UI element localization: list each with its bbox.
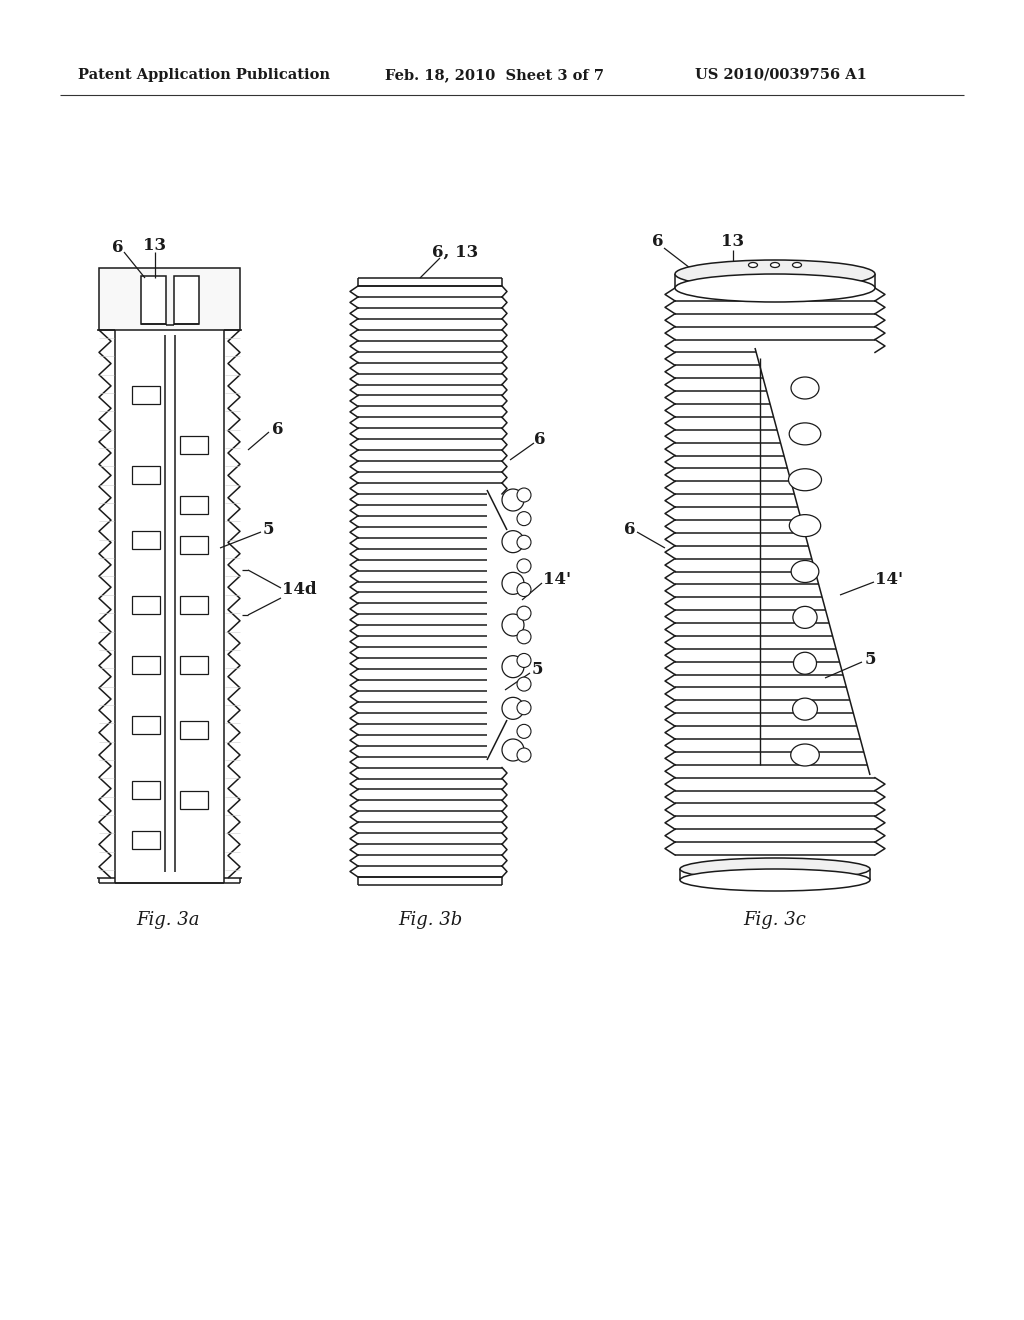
Ellipse shape xyxy=(791,744,819,766)
Text: Fig. 3c: Fig. 3c xyxy=(743,911,807,929)
Ellipse shape xyxy=(794,652,816,675)
Bar xyxy=(131,832,160,849)
Text: 6, 13: 6, 13 xyxy=(432,243,478,260)
Circle shape xyxy=(502,656,524,677)
Bar xyxy=(179,721,208,739)
Text: 6: 6 xyxy=(535,432,546,449)
Bar xyxy=(131,656,160,675)
Text: Fig. 3b: Fig. 3b xyxy=(398,911,462,929)
Ellipse shape xyxy=(790,422,821,445)
Circle shape xyxy=(517,536,531,549)
Ellipse shape xyxy=(749,263,758,268)
Ellipse shape xyxy=(793,606,817,628)
Text: 6: 6 xyxy=(625,521,636,539)
Circle shape xyxy=(517,725,531,738)
Bar xyxy=(179,436,208,454)
Circle shape xyxy=(517,512,531,525)
Ellipse shape xyxy=(788,469,821,491)
Text: 5: 5 xyxy=(262,521,273,539)
Bar xyxy=(173,276,199,323)
Ellipse shape xyxy=(790,515,820,537)
Circle shape xyxy=(517,630,531,644)
Circle shape xyxy=(517,558,531,573)
Ellipse shape xyxy=(680,869,870,891)
Bar xyxy=(140,276,166,323)
Ellipse shape xyxy=(770,263,779,268)
Text: 5: 5 xyxy=(864,652,876,668)
Bar xyxy=(179,791,208,809)
Bar xyxy=(131,385,160,404)
Text: 14d: 14d xyxy=(282,582,316,598)
Circle shape xyxy=(517,582,531,597)
Circle shape xyxy=(517,606,531,620)
Text: 6: 6 xyxy=(652,234,664,251)
Text: 13: 13 xyxy=(143,236,167,253)
Bar xyxy=(131,466,160,484)
Text: US 2010/0039756 A1: US 2010/0039756 A1 xyxy=(695,69,867,82)
Circle shape xyxy=(502,739,524,762)
Circle shape xyxy=(502,488,524,511)
Circle shape xyxy=(517,701,531,714)
Ellipse shape xyxy=(792,561,819,582)
Circle shape xyxy=(517,748,531,762)
Bar xyxy=(179,597,208,614)
Text: 6: 6 xyxy=(113,239,124,256)
Bar xyxy=(179,496,208,513)
Bar xyxy=(131,531,160,549)
Ellipse shape xyxy=(675,260,874,288)
Ellipse shape xyxy=(675,275,874,302)
Circle shape xyxy=(517,488,531,502)
Ellipse shape xyxy=(680,858,870,880)
Bar xyxy=(131,715,160,734)
Circle shape xyxy=(502,573,524,594)
Circle shape xyxy=(502,614,524,636)
Circle shape xyxy=(517,653,531,668)
Text: Fig. 3a: Fig. 3a xyxy=(136,911,200,929)
Text: 13: 13 xyxy=(722,234,744,251)
Ellipse shape xyxy=(793,698,817,721)
Bar xyxy=(131,597,160,614)
Text: Patent Application Publication: Patent Application Publication xyxy=(78,69,330,82)
Circle shape xyxy=(502,531,524,553)
Text: Feb. 18, 2010  Sheet 3 of 7: Feb. 18, 2010 Sheet 3 of 7 xyxy=(385,69,604,82)
Bar xyxy=(99,268,240,330)
Bar xyxy=(179,656,208,675)
Text: 5: 5 xyxy=(531,661,543,678)
Ellipse shape xyxy=(791,378,819,399)
Circle shape xyxy=(517,677,531,692)
Text: 14': 14' xyxy=(543,572,571,589)
Ellipse shape xyxy=(793,263,802,268)
Bar xyxy=(131,781,160,799)
Circle shape xyxy=(502,697,524,719)
Text: 14': 14' xyxy=(874,572,903,589)
Bar xyxy=(179,536,208,554)
Text: 6: 6 xyxy=(272,421,284,438)
